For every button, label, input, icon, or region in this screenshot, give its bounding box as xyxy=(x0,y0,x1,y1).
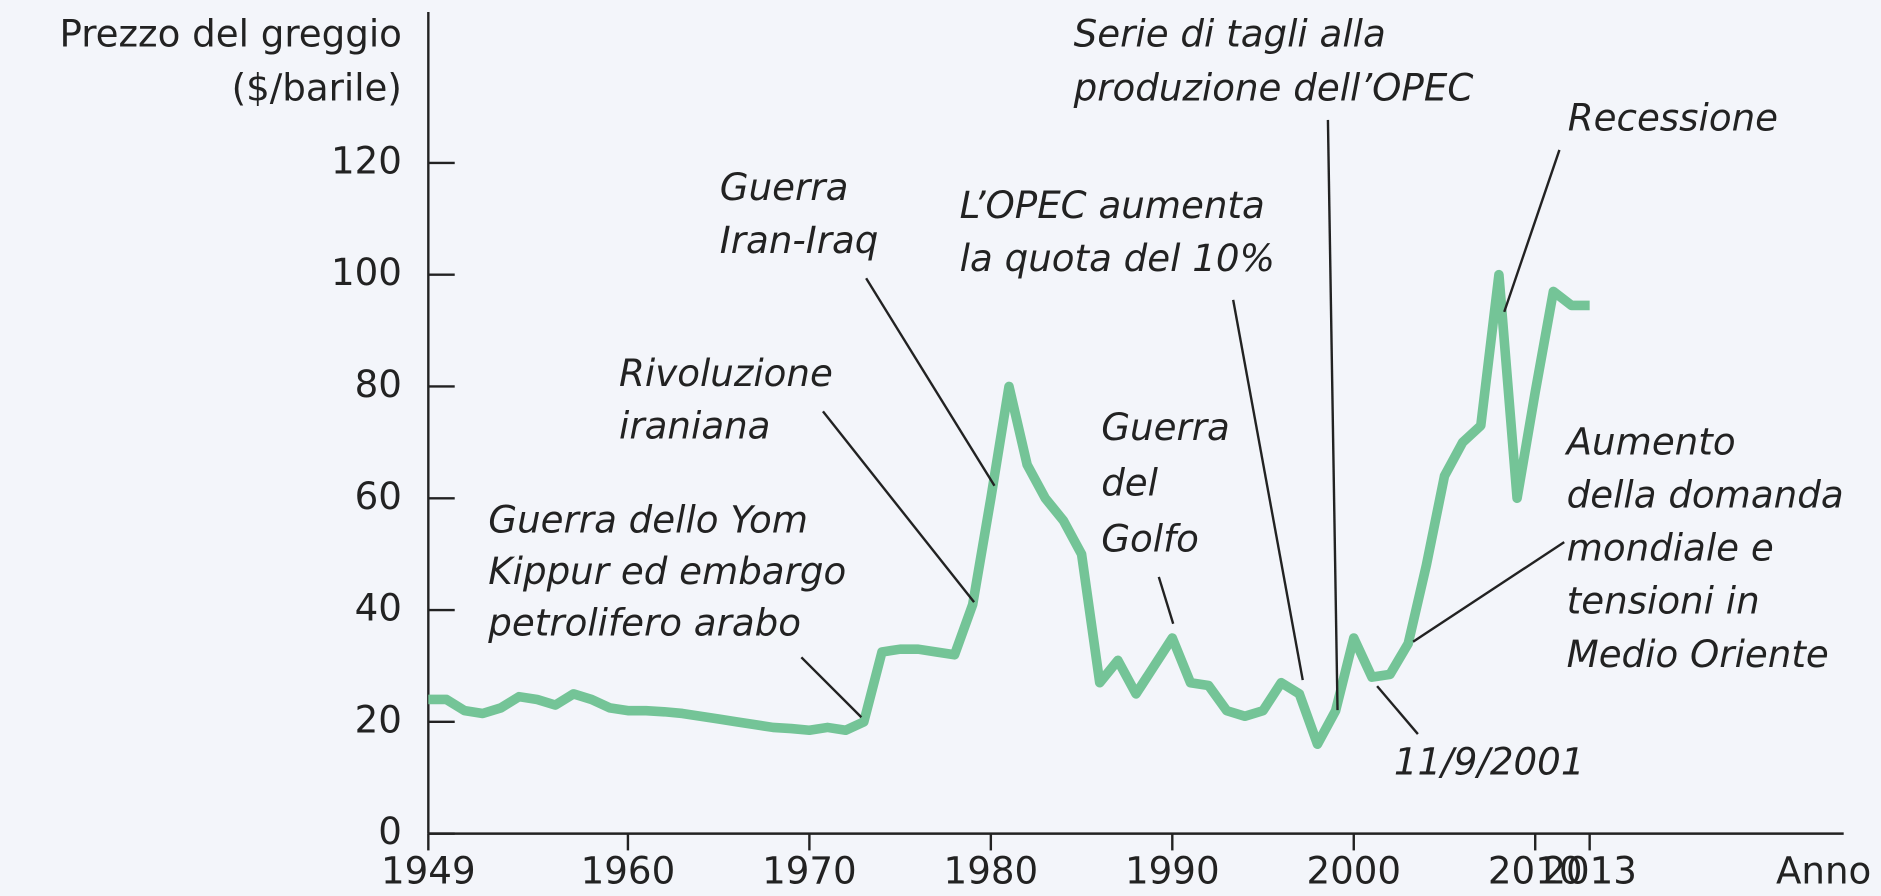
y-tick-label: 100 xyxy=(331,250,402,294)
annotation: Serie di tagli alla xyxy=(1074,11,1386,55)
annotation-leader xyxy=(1412,541,1565,643)
annotation: Kippur ed embargo xyxy=(488,549,846,593)
annotation: Guerra xyxy=(720,165,849,209)
x-tick-label: 1970 xyxy=(762,849,857,893)
x-axis-label: Anno xyxy=(1776,849,1871,893)
annotation: Iran-Iraq xyxy=(720,218,879,262)
x-tick-label: 2013 xyxy=(1542,849,1637,893)
annotation: 11/9/2001 xyxy=(1394,740,1585,784)
x-tick-label: 1980 xyxy=(944,849,1039,893)
x-tick-label: 2010 xyxy=(1488,849,1583,893)
annotation: produzione dell’OPEC xyxy=(1073,65,1474,109)
annotation: iraniana xyxy=(619,404,770,448)
annotation-leader xyxy=(1157,576,1175,625)
y-tick-label: 60 xyxy=(355,474,402,518)
y-tick-label: 0 xyxy=(378,809,402,853)
annotation-leader xyxy=(1326,119,1339,711)
y-tick-label: 40 xyxy=(355,586,402,630)
annotation: L’OPEC aumenta xyxy=(960,183,1265,227)
x-tick-label: 1949 xyxy=(381,849,476,893)
price-line xyxy=(428,269,1590,749)
annotation: Rivoluzione xyxy=(619,351,833,395)
annotation-leader xyxy=(822,410,976,603)
annotation: Guerra dello Yom xyxy=(488,497,808,541)
y-tick-label: 120 xyxy=(331,138,402,182)
x-tick-label: 2000 xyxy=(1306,849,1401,893)
annotation: la quota del 10% xyxy=(960,236,1275,280)
annotation-leader xyxy=(800,656,863,719)
annotation: della domanda xyxy=(1567,472,1844,516)
annotation: mondiale e xyxy=(1567,526,1774,570)
y-axis-label: Prezzo del greggio xyxy=(59,11,401,55)
annotation: del xyxy=(1101,461,1158,505)
annotation: Aumento xyxy=(1565,419,1736,463)
x-tick-label: 1990 xyxy=(1125,849,1220,893)
annotation: Golfo xyxy=(1101,516,1199,560)
annotation: petrolifero arabo xyxy=(487,600,801,644)
annotation: Recessione xyxy=(1568,95,1778,139)
y-tick-label: 80 xyxy=(355,362,402,406)
y-axis-label: ($/barile) xyxy=(232,65,402,109)
annotation-leader xyxy=(865,277,996,487)
annotation-leader xyxy=(1231,299,1304,681)
annotation-leader xyxy=(1503,149,1561,313)
annotation-leader xyxy=(1376,685,1419,735)
y-tick-label: 20 xyxy=(355,697,402,741)
annotation: tensioni in xyxy=(1567,579,1760,623)
annotation: Medio Oriente xyxy=(1567,632,1829,676)
x-tick-label: 1960 xyxy=(581,849,676,893)
annotation: Guerra xyxy=(1101,405,1230,449)
